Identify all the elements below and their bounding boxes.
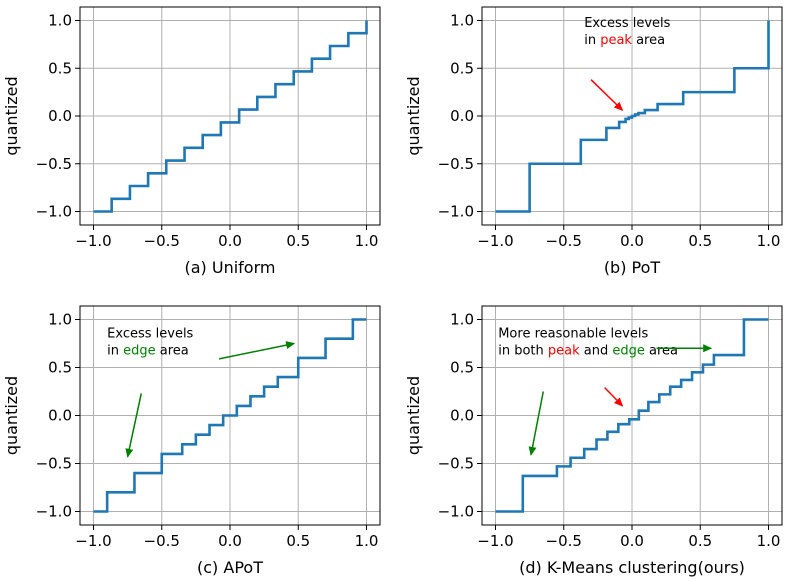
annotation-segment: Excess levels <box>584 16 670 31</box>
x-tick-label: 0.0 <box>620 532 644 550</box>
y-axis-label: quantized <box>404 76 423 155</box>
annotation-segment: in <box>107 344 123 359</box>
x-tick-label: −0.5 <box>144 232 180 250</box>
y-tick-label: 0.0 <box>450 407 474 425</box>
y-tick-label: −0.5 <box>438 155 474 173</box>
x-tick-label: 0.0 <box>218 232 242 250</box>
series-line-apot <box>93 318 367 513</box>
panel-pot: −1.0 −0.5 0.0 0.5 1.0 −1.0 −0.5 0.0 0.5 1.0 quanti… <box>404 6 783 277</box>
annotation-segment: and <box>580 344 613 359</box>
x-tick-label: 0.5 <box>286 532 310 550</box>
series-line-uniform <box>93 20 368 213</box>
y-axis-label: quantized <box>2 376 21 455</box>
annotation-segment: in both <box>498 344 548 359</box>
y-tick-label: −1.0 <box>36 203 72 221</box>
y-tick-label: 1.0 <box>48 12 72 30</box>
x-tick-label: −0.5 <box>144 532 180 550</box>
y-tick-label: 1.0 <box>450 311 474 329</box>
y-tick-label: 0.0 <box>48 407 72 425</box>
y-tick-label: 0.5 <box>450 59 474 77</box>
x-tick-label: 0.0 <box>620 232 644 250</box>
annotation-segment: Excess levels <box>107 327 193 342</box>
annotation-segment: area <box>632 33 665 48</box>
y-tick-label: 0.5 <box>48 59 72 77</box>
panel-kmeans: −1.0 −0.5 0.0 0.5 1.0 −1.0 −0.5 0.0 0.5 1.0 quanti… <box>404 305 783 577</box>
x-tick-label: 1.0 <box>757 232 781 250</box>
x-tick-label: −1.0 <box>75 532 111 550</box>
panel-apot: −1.0 −0.5 0.0 0.5 1.0 −1.0 −0.5 0.0 0.5 1.0 quanti… <box>2 305 381 577</box>
x-tick-label: −0.5 <box>546 232 582 250</box>
x-tick-label: 0.5 <box>688 232 712 250</box>
annotation-arrow <box>125 393 143 458</box>
panel-caption: (c) APoT <box>197 558 263 577</box>
y-axis-label: quantized <box>404 376 423 455</box>
annotation-segment: in <box>584 33 600 48</box>
annotation-text: Excess levels in peak area <box>584 16 670 48</box>
y-tick-label: −0.5 <box>36 155 72 173</box>
x-tick-label: −1.0 <box>477 232 513 250</box>
y-tick-label: 0.5 <box>48 359 72 377</box>
annotation-segment: peak <box>548 344 580 359</box>
x-tick-label: −1.0 <box>75 232 111 250</box>
y-tick-label: 0.5 <box>450 359 474 377</box>
annotation-segment: area <box>156 344 189 359</box>
annotation-text: Excess levels in edge area <box>107 327 193 359</box>
panel-caption: (b) PoT <box>604 258 661 277</box>
x-tick-label: 0.5 <box>688 532 712 550</box>
y-tick-label: 0.0 <box>450 107 474 125</box>
series-line-kmeans <box>495 318 769 513</box>
annotation-arrow <box>218 341 296 360</box>
y-tick-label: 1.0 <box>450 12 474 30</box>
x-tick-label: 1.0 <box>757 532 781 550</box>
y-tick-label: −0.5 <box>36 455 72 473</box>
x-tick-label: −0.5 <box>546 532 582 550</box>
series-line-pot <box>495 20 770 213</box>
annotation-segment: edge <box>612 344 645 359</box>
annotation-segment: More reasonable levels <box>498 327 648 342</box>
panel-caption: (a) Uniform <box>185 258 276 277</box>
panel-caption: (d) K-Means clustering(ours) <box>519 558 745 577</box>
y-tick-label: −1.0 <box>438 503 474 521</box>
annotation-segment: peak <box>600 33 632 48</box>
annotation-arrow <box>604 387 624 407</box>
annotation-segment: edge <box>123 344 156 359</box>
annotation-arrow <box>528 391 545 456</box>
x-tick-label: 0.5 <box>286 232 310 250</box>
y-tick-label: 0.0 <box>48 107 72 125</box>
y-axis-label: quantized <box>2 76 21 155</box>
y-tick-label: −0.5 <box>438 455 474 473</box>
panel-uniform: −1.0 −0.5 0.0 0.5 1.0 −1.0 −0.5 0.0 0.5 1.0 quanti… <box>2 6 381 277</box>
annotation-text: More reasonable levels in both peak and e… <box>498 327 678 359</box>
y-tick-label: −1.0 <box>36 503 72 521</box>
x-tick-label: 1.0 <box>355 232 379 250</box>
y-tick-label: −1.0 <box>438 203 474 221</box>
x-tick-label: 0.0 <box>218 532 242 550</box>
annotation-segment: area <box>645 344 678 359</box>
x-tick-label: −1.0 <box>477 532 513 550</box>
x-tick-label: 1.0 <box>355 532 379 550</box>
panels: −1.0 −0.5 0.0 0.5 1.0 −1.0 −0.5 0.0 0.5 1.0 quanti… <box>2 6 783 577</box>
annotation-arrow <box>590 79 624 111</box>
y-tick-label: 1.0 <box>48 311 72 329</box>
